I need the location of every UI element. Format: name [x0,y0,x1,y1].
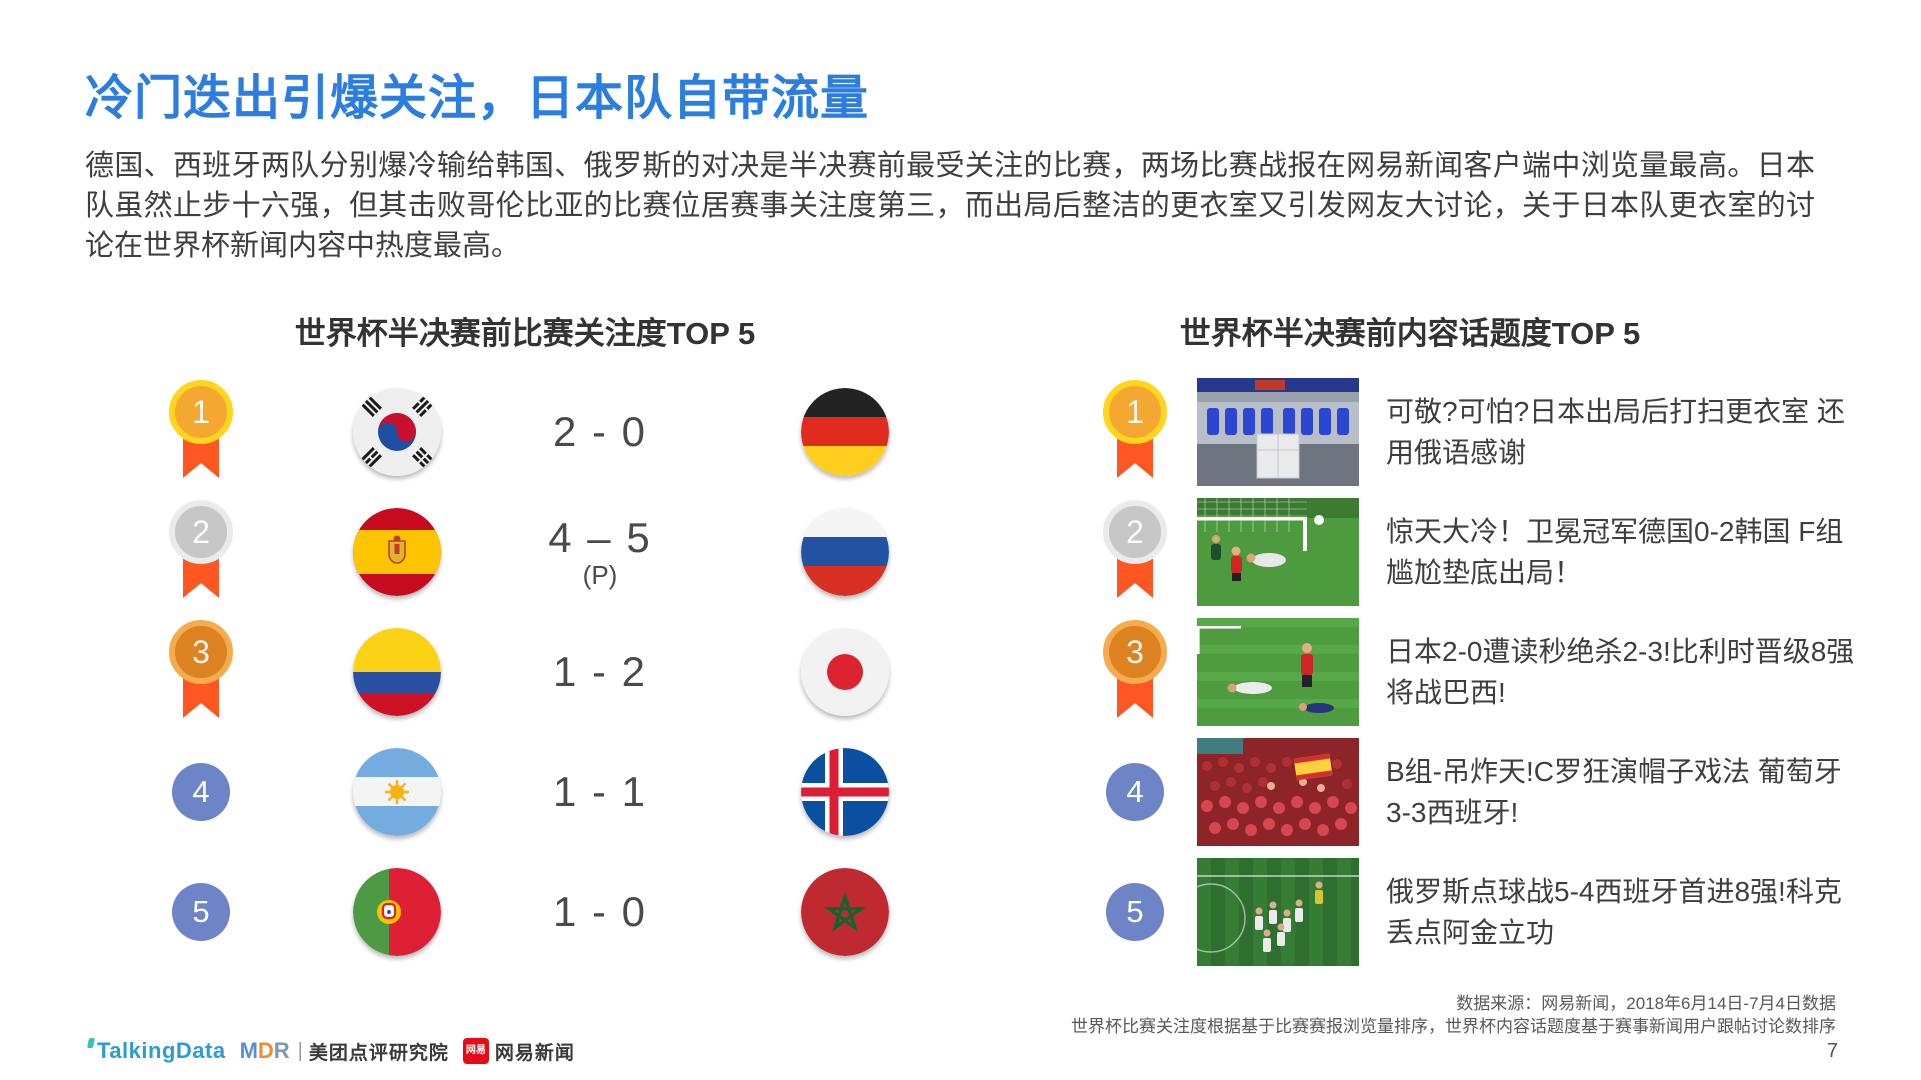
table-row: 1 2 [130,372,930,492]
news-headline: 惊天大冷！卫冕冠军德国0-2韩国 F组尴尬垫底出局！ [1386,516,1844,588]
rank-label: 4 [192,774,210,809]
silver-medal-icon: 2 [168,500,234,608]
match-score: 1 - 2 [552,648,648,695]
data-source-line2: 世界杯比赛关注度根据基于比赛赛报浏览量排序，世界杯内容话题度基于赛事新闻用户跟帖… [1071,1017,1836,1036]
match-score: 1 - 0 [552,888,648,935]
list-item: 2 惊天大冷！卫冕冠军德国0-2韩国 F组尴尬垫底出局！ [1100,492,1870,612]
flag-germany-icon [801,388,889,476]
rank-label: 2 [192,513,210,550]
rank-label: 5 [192,894,210,929]
footer-logos: TalkingData M D R | 美团点评研究院 网易 网易新闻 [86,1036,575,1066]
match-score: 1 - 1 [552,768,648,815]
mdr-letter-d: D [257,1038,274,1063]
rank-label: 1 [192,393,210,430]
flag-iceland-icon [801,748,889,836]
gold-medal-icon: 1 [1102,380,1168,488]
left-panel-heading: 世界杯半决赛前比赛关注度TOP 5 [294,316,756,351]
flag-japan-icon [801,628,889,716]
news-headline: 可敬?可怕?日本出局后打扫更衣室 还用俄语感谢 [1386,396,1845,468]
netease-badge-icon: 网易 [462,1038,489,1064]
portugal-spain-fans-photo [1197,738,1359,846]
flag-russia-icon [801,508,889,596]
rank-circle: 5 [172,883,230,941]
talkingdata-wordmark: TalkingData [97,1038,226,1063]
news-headline: 俄罗斯点球战5-4西班牙首进8强!科克丢点阿金立功 [1386,876,1842,948]
rank-label: 2 [1126,513,1144,550]
rank-label: 4 [1126,774,1144,809]
list-item: 3 日本2-0遭读秒绝杀2-3!比利时晋级8强将战巴西! [1100,612,1870,732]
list-item: 5 俄罗斯点球战5-4西班牙首进8强!科克丢点阿金立功 [1100,852,1870,972]
russia-spain-celebration-photo [1197,858,1359,966]
rank-label: 5 [1126,894,1144,929]
rank-label: 3 [192,633,210,670]
flag-colombia-icon [353,628,441,716]
meituan-research-label: 美团点评研究院 [308,1042,449,1064]
netease-news-logo: 网易 网易新闻 [462,1038,575,1065]
logo-divider: | [297,1039,303,1062]
rank-circle: 4 [1106,763,1164,821]
rank-circle: 4 [172,763,230,821]
topic-ranking-list: 1 可敬?可怕?日本出局后打扫更衣室 还用俄语感谢 [1100,372,1870,972]
mdr-meituan-logo: M D R | 美团点评研究院 [240,1038,449,1065]
japan-belgium-match-photo [1197,618,1359,726]
mdr-letter-m: M [239,1038,258,1063]
rank-label: 1 [1126,393,1144,430]
table-row: 3 1 - 2 [130,612,930,732]
bronze-medal-icon: 3 [168,620,234,728]
talkingdata-logo: TalkingData [86,1038,226,1064]
right-panel-heading: 世界杯半决赛前内容话题度TOP 5 [1179,316,1641,351]
rank-label: 3 [1126,633,1144,670]
netease-news-label: 网易新闻 [494,1042,575,1064]
data-source-note: 数据来源：网易新闻，2018年6月14日-7月4日数据 世界杯比赛关注度根据基于… [836,992,1836,1038]
silver-medal-icon: 2 [1102,500,1168,608]
mdr-letter-r: R [273,1038,290,1063]
gold-medal-icon: 1 [168,380,234,488]
japan-locker-room-photo [1197,378,1359,486]
germany-korea-goal-photo [1197,498,1359,606]
table-row: 5 1 - 0 [130,852,930,972]
intro-paragraph: 德国、西班牙两队分别爆冷输给韩国、俄罗斯的对决是半决赛前最受关注的比赛，两场比赛… [85,150,1815,262]
match-score: 4 – 5 (P) [548,513,652,590]
data-source-line1: 数据来源：网易新闻，2018年6月14日-7月4日数据 [1456,994,1836,1013]
rank-circle: 5 [1106,883,1164,941]
penalty-note: (P) [582,559,618,590]
match-ranking-list: 1 2 [130,372,930,972]
table-row: 4 1 - 1 [130,732,930,852]
flag-argentina-icon [353,748,441,836]
news-headline: 日本2-0遭读秒绝杀2-3!比利时晋级8强将战巴西! [1386,636,1855,708]
page-number: 7 [1826,1040,1838,1062]
list-item: 4 B组-吊炸天!C罗狂演帽子戏法 葡萄牙3-3西班 [1100,732,1870,852]
talkingdata-mark-icon [86,1038,96,1048]
flag-south-korea-icon [353,388,441,476]
flag-morocco-icon [801,868,889,956]
page-title: 冷门迭出引爆关注，日本队自带流量 [85,72,870,125]
list-item: 1 可敬?可怕?日本出局后打扫更衣室 还用俄语感谢 [1100,372,1870,492]
table-row: 2 4 – 5 (P) [130,492,930,612]
news-headline: B组-吊炸天!C罗狂演帽子戏法 葡萄牙3-3西班牙! [1386,756,1842,828]
flag-spain-icon [353,508,441,596]
match-score: 2 - 0 [552,408,648,455]
bronze-medal-icon: 3 [1102,620,1168,728]
flag-portugal-icon [353,868,441,956]
